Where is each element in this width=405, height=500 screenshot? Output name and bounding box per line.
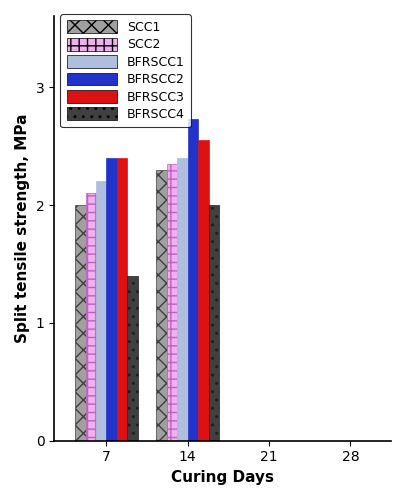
Bar [166, 164, 177, 440]
Bar [117, 158, 127, 440]
Bar [85, 193, 96, 440]
Bar [198, 140, 208, 440]
Bar [75, 205, 85, 440]
Y-axis label: Split tensile strength, MPa: Split tensile strength, MPa [15, 114, 30, 344]
X-axis label: Curing Days: Curing Days [171, 470, 273, 485]
Bar [177, 158, 187, 440]
Bar [156, 170, 166, 440]
Bar [127, 276, 137, 440]
Bar [96, 182, 106, 440]
Bar [187, 119, 198, 440]
Legend: SCC1, SCC2, BFRSCC1, BFRSCC2, BFRSCC3, BFRSCC4: SCC1, SCC2, BFRSCC1, BFRSCC2, BFRSCC3, B… [60, 14, 190, 127]
Bar [208, 205, 219, 440]
Bar [106, 158, 117, 440]
